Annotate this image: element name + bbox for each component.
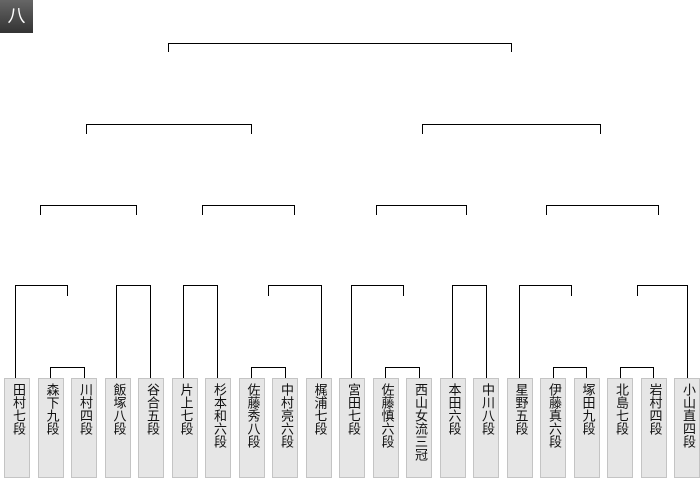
round-line [116,285,151,378]
player-box: 飯塚八段 [104,378,131,478]
player-box: 佐藤慎六段 [372,378,399,478]
player-box: 中川八段 [473,378,499,478]
prelim-line [50,367,85,378]
round-line [268,285,322,378]
player-box: 中村亮六段 [272,378,298,478]
round-line [452,285,487,378]
round-line [351,285,404,378]
player-box: 北島七段 [607,378,633,478]
prelim-line [620,367,654,378]
round-line [637,285,688,378]
player-box: 田村七段 [4,378,30,478]
player-box: 宮田七段 [339,378,365,478]
player-box: 森下九段 [37,378,64,478]
round-line [202,205,295,215]
prelim-line [251,367,286,378]
round-line [86,124,252,134]
player-box: 梶浦七段 [305,378,332,478]
player-box: 伊藤真六段 [540,378,566,478]
player-box: 佐藤秀八段 [238,378,265,478]
prelim-line [553,367,587,378]
player-box: 小山直四段 [674,378,700,478]
round-line [519,285,572,378]
prelim-line [385,367,420,378]
final-line [168,43,512,52]
round-line [376,205,467,215]
player-box: 川村四段 [71,378,97,478]
player-box: 片上七段 [171,378,198,478]
player-box: 杉本和六段 [205,378,231,478]
player-box: 西山女流三冠 [406,378,432,478]
player-box: 本田六段 [439,378,466,478]
player-box: 塚田九段 [573,378,600,478]
player-box: 星野五段 [506,378,533,478]
badge: 八 [0,0,33,33]
round-line [422,124,601,134]
round-line [546,205,659,215]
round-line [15,285,68,378]
player-box: 谷合五段 [138,378,164,478]
round-line [40,205,137,215]
round-line [183,285,218,378]
player-box: 岩村四段 [640,378,667,478]
